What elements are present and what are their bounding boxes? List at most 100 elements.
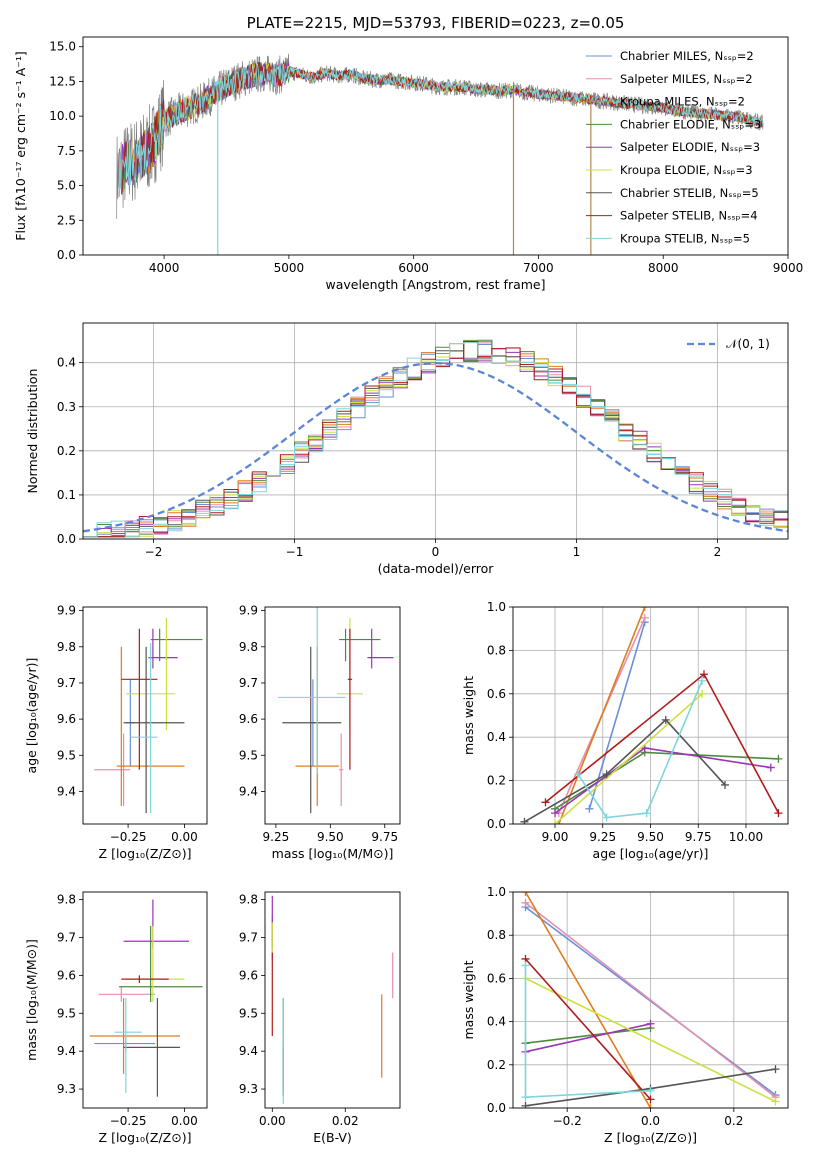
weight-line	[588, 621, 646, 810]
chart-spectrum: 4000 5000 6000 7000 8000 9000 0.0 2.5 5.0 7.5 10.0…	[13, 14, 803, 292]
weight-marker	[646, 1019, 655, 1028]
x-tick-label: 0.00	[171, 830, 198, 844]
y-tick-label: 9.6	[239, 712, 258, 726]
x-tick-label: 9.75	[685, 830, 712, 844]
errorbar-series	[271, 895, 394, 1105]
weight-line	[525, 902, 776, 1098]
weight-marker	[699, 670, 708, 679]
y-tick-label: 9.7	[57, 676, 76, 690]
weight-line	[525, 1027, 651, 1044]
y-tick-label: 0.1	[57, 488, 76, 502]
normal-reference-curve	[83, 361, 788, 533]
y-tick-label: 9.8	[239, 640, 258, 654]
y-tick-label: 9.9	[239, 604, 258, 618]
x-tick-label: 0.2	[724, 1114, 743, 1128]
errorbar-series	[94, 617, 203, 814]
y-tick-label: 0.6	[487, 971, 506, 985]
weight-marker	[771, 1065, 780, 1074]
x-tick-label: 6000	[398, 261, 429, 275]
weight-marker	[521, 1101, 530, 1108]
x-axis-label: Z [log₁₀(Z/Z⊙)]	[99, 846, 192, 861]
y-tick-label: 0.2	[487, 774, 506, 788]
x-tick-label: −0.25	[110, 830, 147, 844]
weight-line	[577, 680, 703, 819]
weight-marker	[521, 961, 530, 970]
weight-marker	[698, 689, 707, 698]
model-spectrum-line	[121, 61, 763, 195]
y-axis-label: mass [log₁₀(M/M⊙)]	[24, 939, 39, 1061]
x-tick-label: 10.00	[729, 830, 763, 844]
y-tick-label: 0.0	[487, 1101, 506, 1115]
x-axis-label: age [log₁₀(age/yr)]	[593, 846, 709, 861]
x-tick-label: 0.00	[259, 1114, 286, 1128]
weight-line	[554, 693, 703, 824]
weight-marker	[646, 1086, 655, 1095]
weight-marker	[640, 613, 649, 622]
x-axis-label: E(B-V)	[313, 1130, 352, 1145]
y-axis-label: Normed distribution	[25, 369, 40, 494]
y-tick-label: 0.4	[57, 356, 76, 370]
weight-marker	[640, 607, 649, 611]
weight-marker	[698, 676, 707, 685]
x-tick-label: 0.00	[171, 1114, 198, 1128]
y-axis-label: age [log₁₀(age/yr)]	[24, 658, 39, 774]
y-tick-label: 9.5	[239, 748, 258, 762]
chart-title: PLATE=2215, MJD=53793, FIBERID=0223, z=0…	[247, 14, 625, 32]
weight-marker	[521, 892, 530, 896]
x-axis-label: Z [log₁₀(Z/Z⊙)]	[99, 1130, 192, 1145]
x-tick-label: 5000	[274, 261, 305, 275]
legend-label: Kroupa MILES, Nₛₛₚ=2	[620, 95, 745, 109]
x-tick-label: 7000	[523, 261, 554, 275]
y-tick-label: 0.3	[57, 400, 76, 414]
weight-marker	[521, 898, 530, 907]
x-axis-label: mass [log₁₀(M/M⊙)]	[272, 846, 394, 861]
chart-residuals: −2 −1 0 1 2 0.0 0.1 0.2 0.3 0.4 (data-model)/error…	[25, 322, 789, 576]
legend-label: Salpeter MILES, Nₛₛₚ=2	[620, 72, 753, 86]
axes-frame	[82, 36, 789, 256]
y-tick-label: 9.4	[57, 784, 76, 798]
errorbar-series	[89, 899, 203, 1097]
chart-mass-weight-vs-Z: −0.2 0.0 0.2 0.0 0.2 0.4 0.6 0.8 1.0 Z [log₁₀(Z/Z…	[461, 885, 789, 1145]
weight-marker	[551, 820, 560, 824]
legend-label: Salpeter STELIB, Nₛₛₚ=4	[620, 209, 758, 223]
weight-marker	[585, 804, 594, 813]
weight-marker	[602, 770, 611, 779]
legend-label: Kroupa STELIB, Nₛₛₚ=5	[620, 231, 750, 245]
y-tick-label: 9.8	[57, 640, 76, 654]
x-tick-label: 0.0	[641, 1114, 660, 1128]
y-tick-label: 15.0	[49, 40, 76, 54]
weight-marker	[521, 1093, 530, 1102]
weight-marker	[573, 770, 582, 779]
weight-series	[521, 892, 780, 1108]
y-tick-label: 9.4	[57, 1044, 76, 1058]
y-tick-label: 9.8	[57, 893, 76, 907]
chart-mass-weight-vs-age: 9.00 9.25 9.50 9.75 10.00 0.0 0.2 0.4 0.6 0.8 1.0 a…	[461, 600, 789, 861]
chart-age-vs-Z: −0.25 0.00 9.4 9.5 9.6 9.7 9.8 9.9 Z [log₁₀(Z/Z⊙…	[24, 604, 208, 861]
legend-label: Kroupa ELODIE, Nₛₛₚ=3	[620, 163, 753, 177]
weight-marker	[602, 813, 611, 822]
x-tick-label: 0.02	[332, 1114, 359, 1128]
weight-marker	[642, 809, 651, 818]
weight-marker	[646, 1104, 655, 1108]
x-tick-label: 9.75	[371, 830, 398, 844]
x-tick-label: −1	[286, 545, 304, 559]
y-tick-label: 9.4	[239, 784, 258, 798]
weight-marker	[520, 817, 529, 824]
weight-line	[525, 1023, 651, 1053]
x-tick-label: 9.00	[542, 830, 569, 844]
y-tick-label: 0.2	[487, 1058, 506, 1072]
weight-marker	[774, 754, 783, 763]
y-tick-label: 0.0	[487, 817, 506, 831]
y-tick-label: 7.5	[57, 144, 76, 158]
axes-frame	[82, 606, 208, 825]
y-tick-label: 9.3	[57, 1082, 76, 1096]
y-tick-label: 10.0	[49, 109, 76, 123]
x-axis-label: Z [log₁₀(Z/Z⊙)]	[604, 1130, 697, 1145]
y-axis-label: mass weight	[461, 676, 476, 755]
y-tick-label: 9.5	[239, 1006, 258, 1020]
x-tick-label: −0.25	[110, 1114, 147, 1128]
x-tick-label: 1	[573, 545, 581, 559]
x-tick-label: 9.25	[589, 830, 616, 844]
histogram-series	[83, 339, 788, 538]
